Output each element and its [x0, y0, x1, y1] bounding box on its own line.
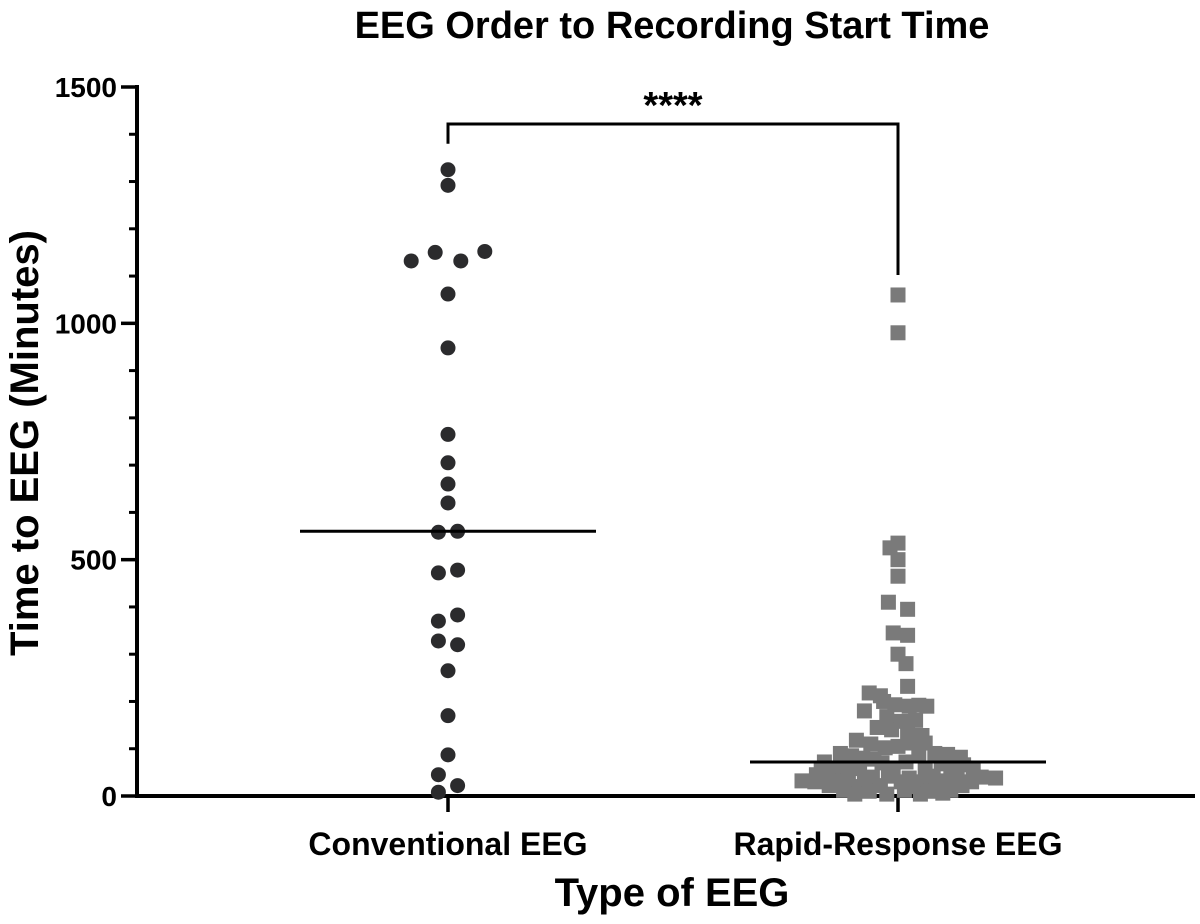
data-point: [911, 748, 927, 764]
y-tick-label: 500: [70, 545, 117, 576]
data-point: [427, 244, 443, 260]
data-point: [440, 286, 456, 302]
data-point: [900, 678, 916, 694]
data-point: [430, 613, 446, 629]
data-point: [898, 656, 914, 672]
chart-marks: 0 500 1000 1500 Conventional EEG Rapid-Respon…: [55, 72, 1195, 862]
data-point: [935, 785, 951, 801]
data-point: [794, 773, 810, 789]
data-point: [440, 340, 456, 356]
data-point: [430, 767, 446, 783]
data-point: [890, 325, 906, 341]
data-point: [440, 495, 456, 511]
data-point: [912, 786, 928, 802]
data-point: [877, 740, 893, 756]
data-point: [880, 594, 896, 610]
data-point: [450, 778, 466, 794]
data-point: [908, 712, 924, 728]
y-axis-label: Time to EEG (Minutes): [3, 230, 47, 656]
data-point: [856, 703, 872, 719]
data-point: [450, 637, 466, 653]
data-point: [440, 426, 456, 442]
data-point: [440, 476, 456, 492]
data-point: [430, 633, 446, 649]
significance-bracket: [446, 122, 900, 275]
data-point: [440, 747, 456, 763]
data-point: [882, 540, 898, 556]
data-point: [887, 697, 903, 713]
data-point: [879, 786, 895, 802]
data-point: [863, 736, 879, 752]
data-point: [884, 722, 900, 738]
data-point: [450, 607, 466, 623]
data-point: [903, 735, 919, 751]
x-tick-label: Rapid-Response EEG: [734, 826, 1063, 862]
data-point: [869, 719, 885, 735]
data-point: [890, 568, 906, 584]
data-point: [890, 287, 906, 303]
data-point: [900, 627, 916, 643]
data-point: [861, 783, 877, 799]
data-point: [896, 782, 912, 798]
data-point: [890, 738, 906, 754]
data-point: [440, 455, 456, 471]
y-tick-label: 0: [101, 781, 117, 812]
data-point: [440, 663, 456, 679]
significance-label: ****: [643, 85, 702, 127]
data-point: [430, 784, 446, 800]
data-point: [900, 601, 916, 617]
data-point: [440, 708, 456, 724]
data-point: [450, 562, 466, 578]
data-point: [890, 552, 906, 568]
data-point: [988, 770, 1004, 786]
data-point: [847, 786, 863, 802]
data-point: [919, 698, 935, 714]
data-point: [430, 565, 446, 581]
y-tick-label: 1500: [55, 72, 117, 103]
data-point: [807, 774, 823, 790]
data-point: [848, 732, 864, 748]
data-point: [885, 625, 901, 641]
data-point: [821, 778, 837, 794]
data-point: [477, 243, 493, 259]
chart-title: EEG Order to Recording Start Time: [355, 5, 990, 47]
data-point: [453, 253, 469, 269]
y-tick-label: 1000: [55, 308, 117, 339]
x-tick-label: Conventional EEG: [308, 826, 587, 862]
data-point: [440, 177, 456, 193]
data-point: [440, 162, 456, 178]
data-point: [403, 253, 419, 269]
x-axis-label: Type of EEG: [555, 871, 790, 915]
